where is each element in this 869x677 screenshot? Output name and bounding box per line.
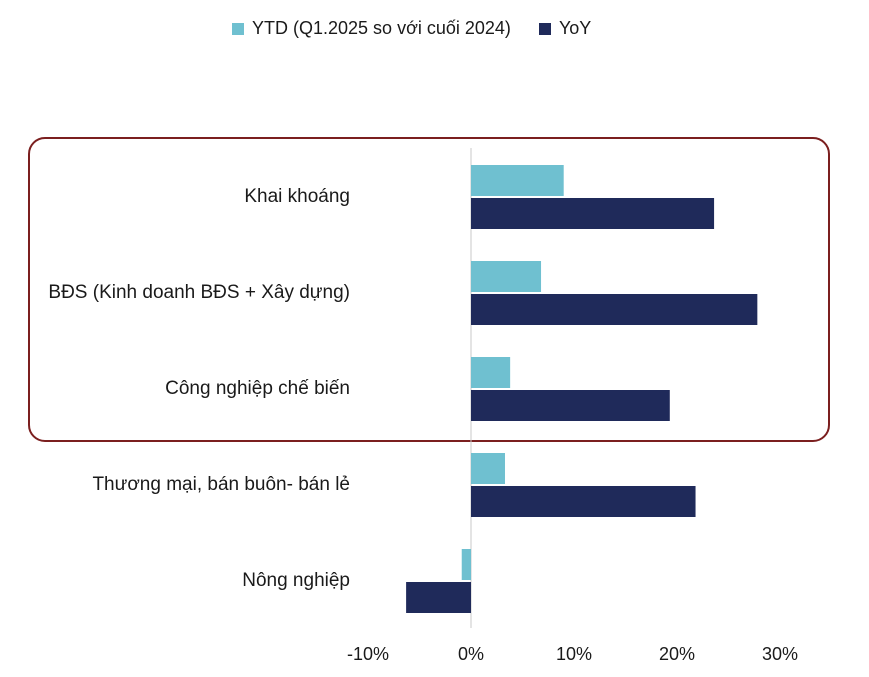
bar-yoy-3 bbox=[471, 486, 696, 517]
bar-ytd-4 bbox=[461, 549, 471, 580]
category-label-0: Khai khoáng bbox=[244, 186, 350, 207]
legend-item-ytd: YTD (Q1.2025 so với cuối 2024) bbox=[232, 18, 511, 39]
category-label-4: Nông nghiệp bbox=[242, 570, 350, 591]
legend: YTD (Q1.2025 so với cuối 2024) YoY bbox=[232, 18, 619, 39]
x-tick-label-0: -10% bbox=[347, 644, 389, 664]
bar-ytd-1 bbox=[471, 261, 542, 292]
legend-item-yoy: YoY bbox=[538, 18, 592, 39]
bar-yoy-0 bbox=[471, 198, 715, 229]
x-tick-label-2: 10% bbox=[556, 644, 592, 664]
x-tick-label-4: 30% bbox=[762, 644, 798, 664]
bar-yoy-2 bbox=[471, 390, 670, 421]
category-label-3: Thương mại, bán buôn- bán lẻ bbox=[92, 474, 350, 495]
legend-swatch-yoy bbox=[538, 22, 551, 35]
bar-ytd-2 bbox=[471, 357, 511, 388]
highlight-box bbox=[28, 137, 830, 442]
x-tick-label-3: 20% bbox=[659, 644, 695, 664]
bar-ytd-0 bbox=[471, 165, 564, 196]
category-label-2: Công nghiệp chế biến bbox=[165, 378, 350, 399]
legend-label-ytd: YTD (Q1.2025 so với cuối 2024) bbox=[252, 18, 511, 38]
bar-ytd-3 bbox=[471, 453, 505, 484]
x-tick-label-1: 0% bbox=[458, 644, 484, 664]
bar-yoy-4 bbox=[406, 582, 471, 613]
legend-label-yoy: YoY bbox=[558, 18, 592, 38]
bar-yoy-1 bbox=[471, 294, 758, 325]
category-label-1: BĐS (Kinh doanh BĐS + Xây dựng) bbox=[48, 282, 350, 303]
legend-swatch-ytd bbox=[232, 22, 244, 35]
